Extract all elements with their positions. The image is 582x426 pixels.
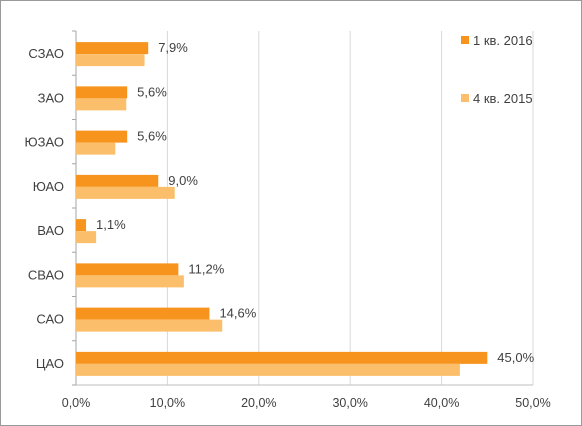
data-label: 14,6% [219, 306, 256, 321]
x-tick-label: 10,0% [150, 396, 185, 410]
category-label: САО [36, 312, 64, 327]
category-label: ЦАО [36, 356, 64, 371]
bar-series-2 [76, 98, 127, 111]
data-label: 1,1% [96, 217, 126, 232]
bar-series-2 [76, 319, 223, 332]
category-label: СВАО [28, 267, 64, 282]
legend-label: 4 кв. 2015 [473, 91, 533, 106]
x-tick-label: 40,0% [424, 396, 459, 410]
bar-series-1 [76, 307, 210, 320]
bar-series-1 [76, 174, 159, 187]
bar-series-2 [76, 275, 184, 288]
data-label: 5,6% [137, 84, 167, 99]
legend-swatch [461, 36, 469, 44]
bar-series-2 [76, 142, 116, 155]
category-label: ЗАО [38, 90, 64, 105]
category-label: ВАО [37, 223, 64, 238]
bar-series-2 [76, 363, 460, 376]
category-label: СЗАО [28, 46, 64, 61]
x-tick-label: 30,0% [332, 396, 367, 410]
bar-series-1 [76, 351, 488, 364]
bar-series-1 [76, 219, 87, 232]
bar-series-2 [76, 231, 97, 244]
bar-series-1 [76, 86, 128, 99]
bar-series-1 [76, 263, 179, 276]
data-label: 9,0% [168, 173, 198, 188]
bar-series-1 [76, 42, 149, 55]
bar-series-2 [76, 186, 175, 199]
x-tick-label: 20,0% [241, 396, 276, 410]
data-label: 5,6% [137, 129, 167, 144]
data-label: 11,2% [188, 261, 224, 276]
data-label: 7,9% [158, 40, 188, 55]
x-tick-label: 0,0% [62, 396, 91, 410]
category-label: ЮАО [33, 179, 64, 194]
x-tick-label: 50,0% [515, 396, 550, 410]
legend-label: 1 кв. 2016 [473, 33, 533, 48]
bar-series-2 [76, 54, 145, 67]
legend-swatch [461, 94, 469, 102]
category-label: ЮЗАО [25, 135, 64, 150]
bar-series-1 [76, 130, 128, 143]
data-label: 45,0% [497, 350, 534, 365]
